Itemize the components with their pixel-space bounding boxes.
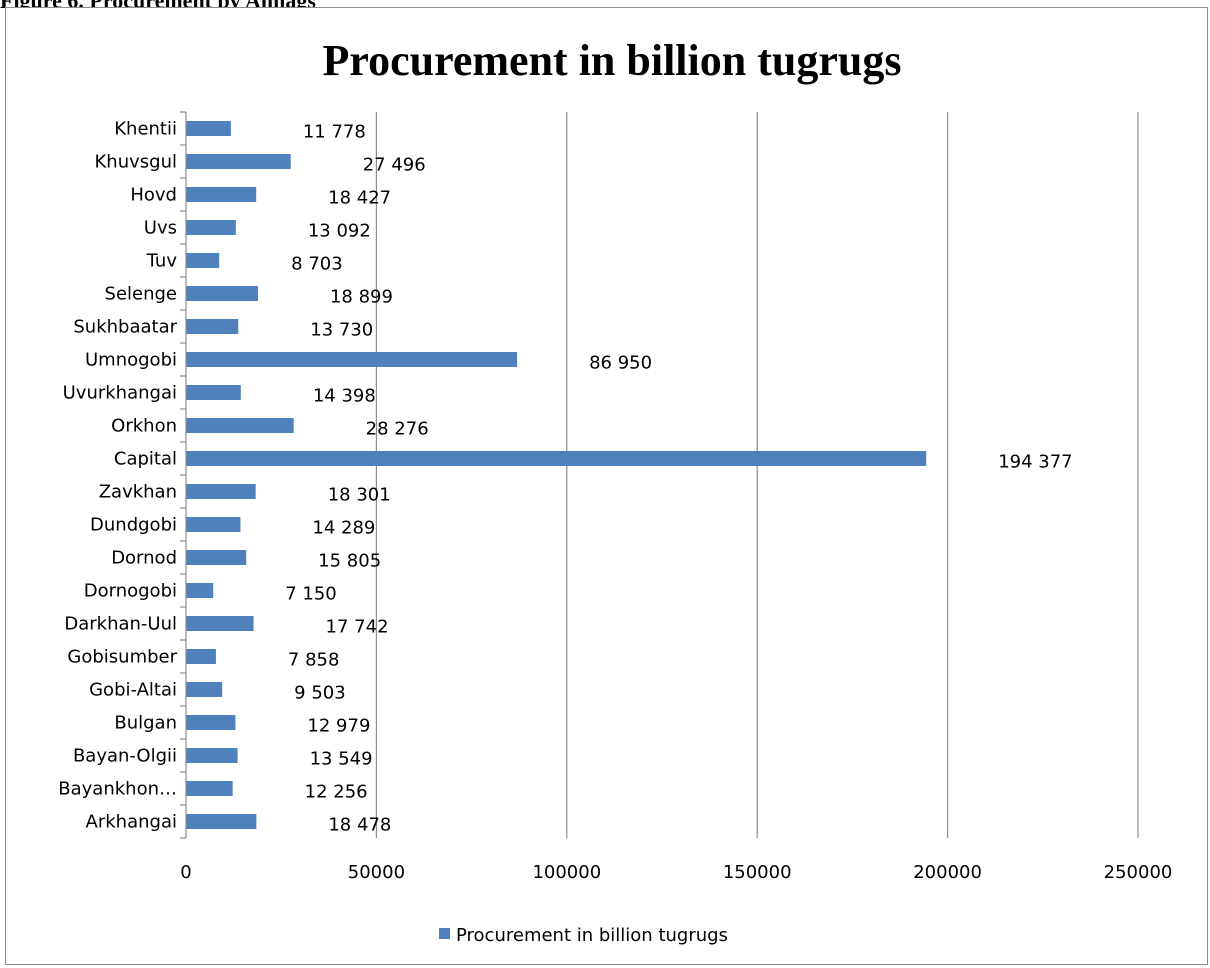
data-label: 7 150	[285, 584, 337, 605]
bar	[186, 748, 238, 763]
x-tick-label: 100000	[532, 862, 601, 883]
category-label: Uvs	[144, 218, 177, 239]
category-label: Gobisumber	[67, 647, 177, 668]
bar	[186, 484, 256, 499]
bar	[186, 154, 291, 169]
category-label: Dornod	[111, 548, 177, 569]
chart-title: Procurement in billion tugrugs	[323, 36, 902, 85]
category-label: Zavkhan	[99, 482, 177, 503]
category-label: Khentii	[114, 119, 177, 140]
category-label: Selenge	[105, 284, 177, 305]
legend: Procurement in billion tugrugs	[439, 925, 728, 946]
data-label: 9 503	[294, 683, 346, 704]
bar	[186, 352, 518, 367]
category-label: Dundgobi	[90, 515, 177, 536]
bar	[186, 220, 236, 235]
data-label: 17 742	[326, 617, 389, 638]
gridlines	[375, 112, 1139, 838]
category-label: Darkhan-Uul	[64, 614, 177, 635]
x-tick-labels: 0 50000 100000 150000 200000 250000	[180, 862, 1172, 883]
data-label: 8 703	[291, 254, 343, 275]
bar	[186, 418, 294, 433]
category-label: Sukhbaatar	[73, 317, 177, 338]
bar	[186, 121, 231, 136]
data-labels: 18 478 12 256 13 549 12 979 9 503 7 858 17 742…	[285, 122, 1072, 836]
category-label: Bayankhon…	[58, 779, 177, 800]
data-label: 27 496	[363, 155, 426, 176]
category-label: Dornogobi	[84, 581, 177, 602]
data-label: 12 256	[305, 782, 368, 803]
category-label: Bayan-Olgii	[73, 746, 177, 767]
category-label: Hovd	[130, 185, 177, 206]
bar	[186, 649, 216, 664]
data-label: 14 289	[312, 518, 375, 539]
bar	[186, 781, 233, 796]
bar	[186, 682, 223, 697]
bar	[186, 814, 257, 829]
category-labels: Arkhangai Bayankhon… Bayan-Olgii Bulgan Gobi…	[58, 119, 177, 833]
legend-swatch	[439, 928, 450, 939]
data-label: 18 427	[328, 188, 391, 209]
x-tick-label: 50000	[348, 862, 405, 883]
data-label: 13 730	[310, 320, 373, 341]
data-label: 11 778	[303, 122, 366, 143]
axes	[180, 111, 187, 839]
data-label: 13 549	[310, 749, 373, 770]
data-label: 194 377	[998, 452, 1072, 473]
x-tick-label: 250000	[1104, 862, 1173, 883]
bar	[186, 253, 220, 268]
x-tick-label: 0	[180, 862, 191, 883]
data-label: 18 301	[328, 485, 391, 506]
data-label: 28 276	[366, 419, 429, 440]
data-label: 12 979	[307, 716, 370, 737]
legend-label: Procurement in billion tugrugs	[456, 925, 728, 946]
bar	[186, 583, 214, 598]
bars	[186, 121, 927, 829]
category-label: Capital	[114, 449, 177, 470]
category-label: Gobi-Altai	[89, 680, 177, 701]
bar	[186, 715, 236, 730]
bar	[186, 451, 927, 466]
data-label: 7 858	[288, 650, 340, 671]
x-tick-label: 200000	[913, 862, 982, 883]
data-label: 18 478	[328, 815, 391, 836]
bar	[186, 385, 241, 400]
category-label: Orkhon	[111, 416, 177, 437]
bar	[186, 616, 254, 631]
bar	[186, 286, 258, 301]
category-label: Arkhangai	[86, 812, 177, 833]
data-label: 14 398	[313, 386, 376, 407]
data-label: 18 899	[330, 287, 393, 308]
category-label: Tuv	[146, 251, 178, 272]
category-label: Khuvsgul	[95, 152, 178, 173]
bar	[186, 319, 239, 334]
bar	[186, 187, 257, 202]
data-label: 15 805	[318, 551, 381, 572]
category-label: Uvurkhangai	[63, 383, 177, 404]
data-label: 13 092	[308, 221, 371, 242]
x-tick-label: 150000	[723, 862, 792, 883]
data-label: 86 950	[589, 353, 652, 374]
category-label: Umnogobi	[85, 350, 177, 371]
bar	[186, 517, 241, 532]
category-label: Bulgan	[114, 713, 177, 734]
bar	[186, 550, 247, 565]
